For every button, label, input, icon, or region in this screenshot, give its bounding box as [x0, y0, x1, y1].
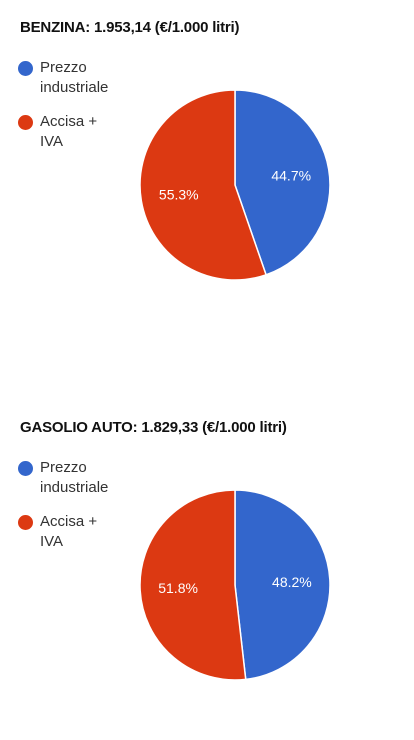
- pie-slice-accisa-iva[interactable]: [139, 89, 268, 281]
- legend: Prezzo industriale Accisa + IVA: [18, 458, 128, 566]
- slice-value-label: 55.3%: [159, 186, 199, 202]
- slice-value-label: 51.8%: [158, 580, 198, 596]
- pie-chart: 44.7% 55.3%: [139, 89, 331, 281]
- legend-dot-icon: [18, 461, 33, 476]
- chart-title: BENZINA: 1.953,14 (€/1.000 litri): [20, 19, 240, 36]
- legend-item-accisa-iva[interactable]: Accisa + IVA: [18, 512, 128, 552]
- legend-dot-icon: [18, 115, 33, 130]
- legend-label-line1: Prezzo: [40, 459, 87, 476]
- legend-label-line2: industriale: [40, 479, 109, 496]
- legend-label-line1: Accisa +: [40, 113, 98, 130]
- legend-item-prezzo-industriale[interactable]: Prezzo industriale: [18, 458, 128, 498]
- legend-label-line1: Prezzo: [40, 59, 87, 76]
- legend-item-prezzo-industriale[interactable]: Prezzo industriale: [18, 58, 128, 98]
- chart-gasolio-auto: GASOLIO AUTO: 1.829,33 (€/1.000 litri) P…: [0, 400, 414, 740]
- pie-slice-prezzo-industriale[interactable]: [234, 489, 331, 681]
- legend-dot-icon: [18, 515, 33, 530]
- pie-slice-accisa-iva[interactable]: [139, 489, 247, 681]
- legend-item-accisa-iva[interactable]: Accisa + IVA: [18, 112, 128, 152]
- legend-label-line1: Accisa +: [40, 513, 98, 530]
- legend-label-line2: IVA: [40, 133, 64, 150]
- legend-label-line2: industriale: [40, 79, 109, 96]
- chart-benzina: BENZINA: 1.953,14 (€/1.000 litri) Prezzo…: [0, 0, 414, 340]
- legend-label-line2: IVA: [40, 533, 64, 550]
- legend: Prezzo industriale Accisa + IVA: [18, 58, 128, 166]
- chart-title: GASOLIO AUTO: 1.829,33 (€/1.000 litri): [20, 419, 287, 436]
- slice-value-label: 44.7%: [271, 168, 311, 184]
- slice-value-label: 48.2%: [272, 574, 312, 590]
- pie-slice-prezzo-industriale[interactable]: [234, 89, 331, 276]
- legend-dot-icon: [18, 61, 33, 76]
- pie-chart: 48.2% 51.8%: [139, 489, 331, 681]
